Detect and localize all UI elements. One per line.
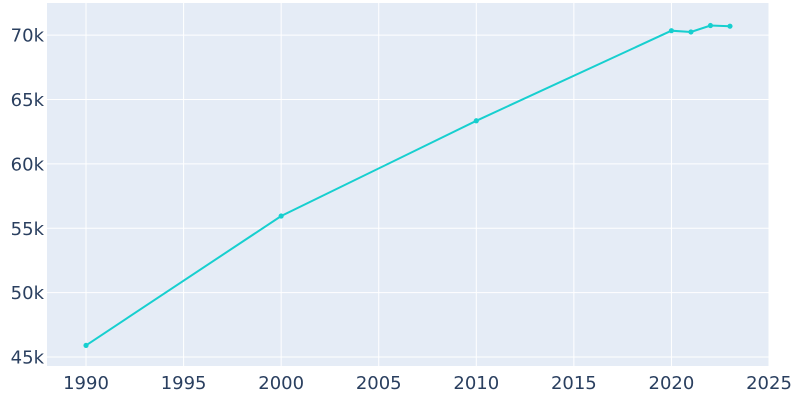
grid-lines <box>47 3 770 366</box>
data-point <box>707 22 714 29</box>
x-axis-tick-labels: 1990 1995 2000 2005 2010 2015 2020 2025 <box>63 373 792 394</box>
y-tick-label: 50k <box>11 283 45 304</box>
y-tick-label: 60k <box>11 154 45 175</box>
x-tick-label: 2010 <box>453 373 499 394</box>
data-point <box>278 213 284 219</box>
y-tick-label: 70k <box>11 26 45 47</box>
data-point <box>688 29 694 35</box>
y-tick-label: 65k <box>11 90 45 111</box>
data-point <box>83 342 89 349</box>
y-tick-label: 55k <box>11 219 45 240</box>
x-tick-label: 2015 <box>551 373 597 394</box>
data-point <box>473 118 479 124</box>
data-point <box>668 28 675 34</box>
x-tick-label: 2020 <box>649 373 695 394</box>
x-tick-label: 2005 <box>356 373 402 394</box>
x-tick-label: 2025 <box>746 373 792 394</box>
y-tick-label: 45k <box>11 347 45 368</box>
data-points <box>83 22 733 349</box>
x-tick-label: 2000 <box>258 373 304 394</box>
y-axis-tick-labels: 45k 50k 55k 60k 65k 70k <box>11 26 45 369</box>
x-tick-label: 1995 <box>161 373 207 394</box>
x-tick-label: 1990 <box>63 373 109 394</box>
data-point <box>727 23 733 29</box>
plot-area <box>47 3 769 366</box>
